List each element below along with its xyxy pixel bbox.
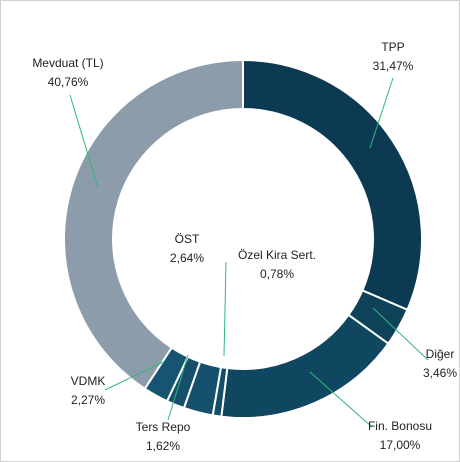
- slice-value-label: 1,62%: [146, 439, 180, 453]
- slice-value-label: 2,64%: [170, 251, 204, 265]
- leader-line: [69, 94, 99, 189]
- slice-label: Ters Repo: [136, 420, 191, 434]
- leader-line: [369, 77, 394, 149]
- slice-value-label: 40,76%: [48, 75, 89, 89]
- slice-value-label: 3,46%: [423, 366, 457, 380]
- slice-label: ÖST: [175, 232, 200, 246]
- slice-value-label: 0,78%: [260, 267, 294, 281]
- slice-value-label: 17,00%: [380, 438, 421, 452]
- leader-line: [223, 261, 227, 357]
- slice-label: Diğer: [426, 347, 455, 361]
- slice-value-label: 2,27%: [71, 393, 105, 407]
- leader-line: [104, 361, 164, 391]
- slice-label: VDMK: [71, 374, 106, 388]
- slice-label: Mevduat (TL): [32, 56, 103, 70]
- donut-slice: [63, 58, 244, 391]
- slice-value-label: 31,47%: [373, 59, 414, 73]
- slice-label: Özel Kira Sert.: [238, 248, 316, 262]
- slice-label: Fin. Bonosu: [368, 419, 432, 433]
- leader-line: [372, 307, 429, 361]
- leader-line: [309, 371, 373, 428]
- slice-label: TPP: [381, 40, 404, 54]
- leader-line: [167, 354, 189, 421]
